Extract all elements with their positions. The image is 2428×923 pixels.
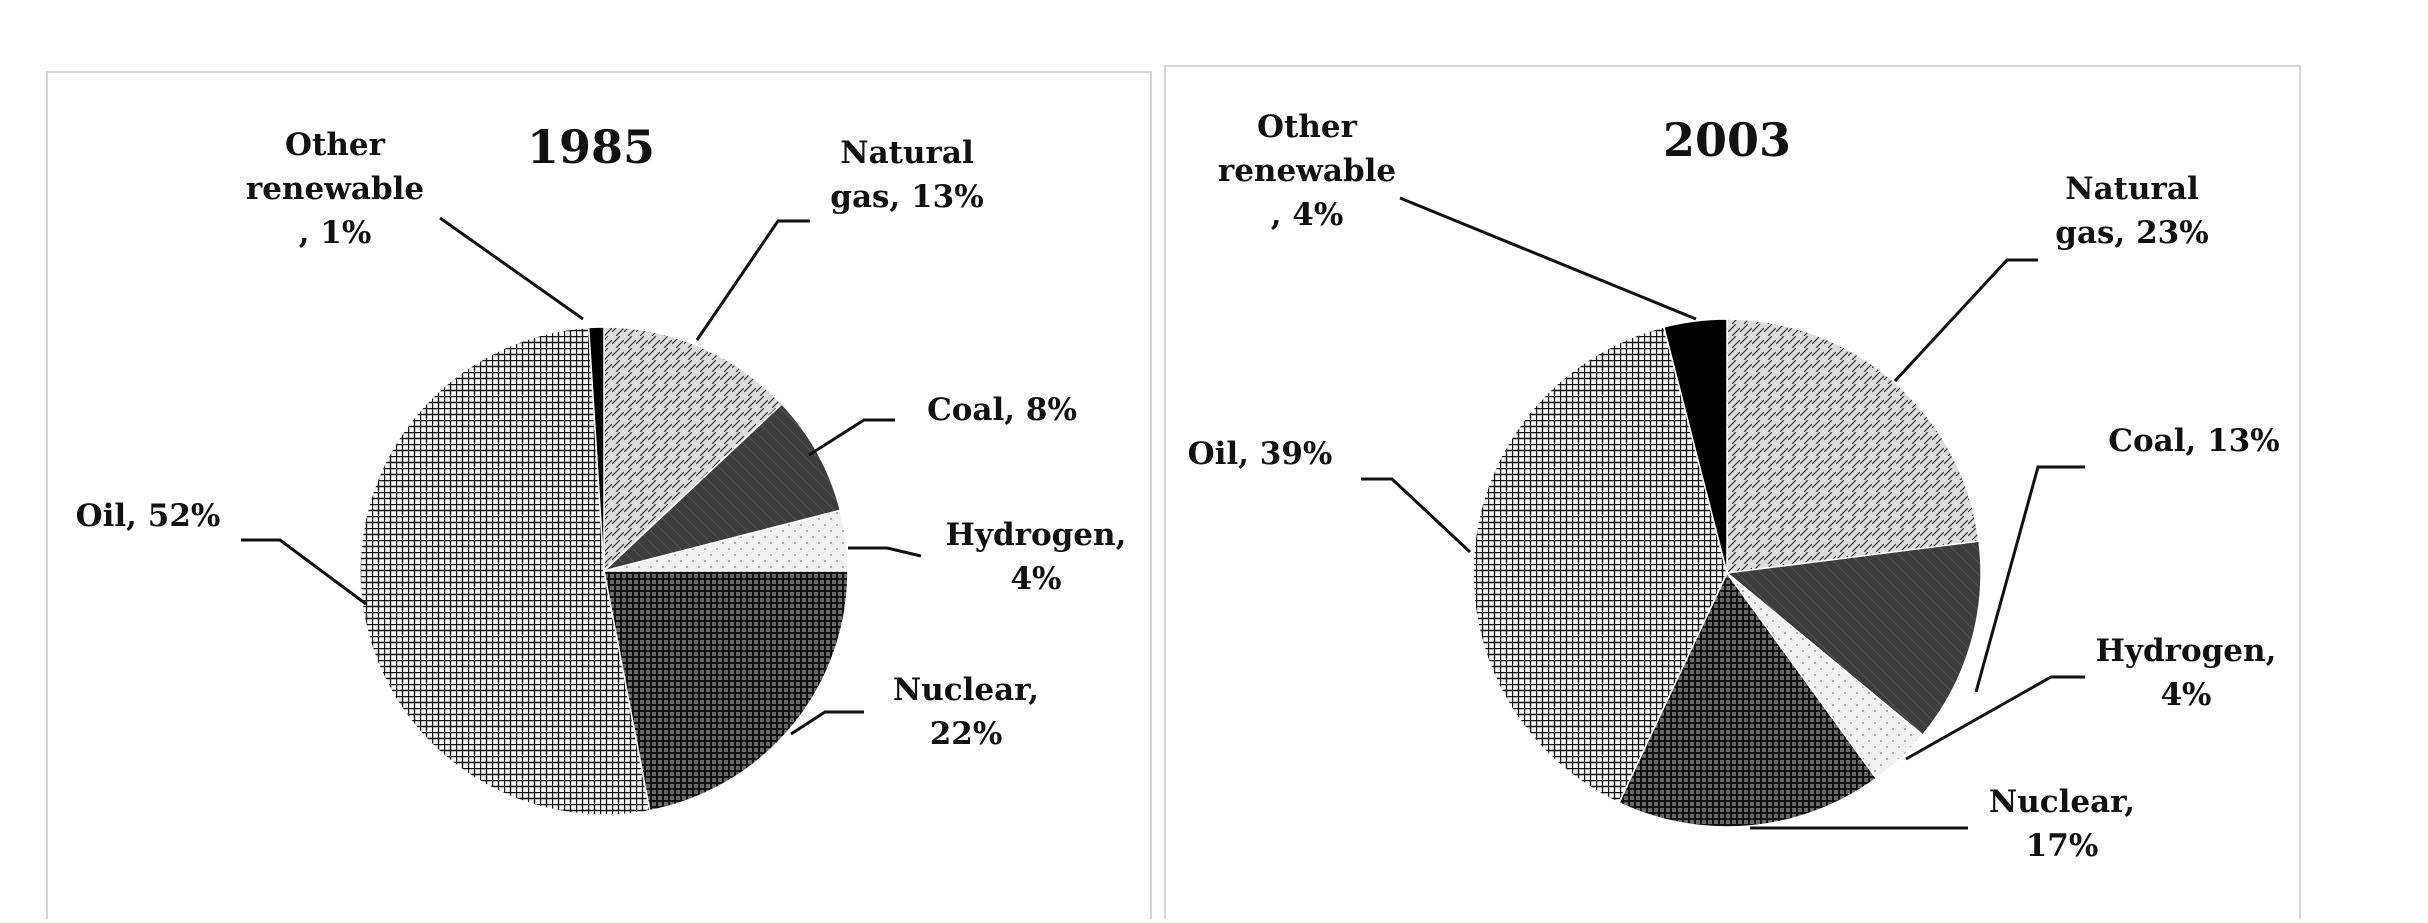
data-label: Other renewable, 1% [246, 127, 424, 251]
pie-slice [603, 402, 842, 572]
data-label: Hydrogen, 4% [2096, 633, 2277, 713]
leader-line [790, 710, 864, 736]
leader-line [1893, 258, 2038, 383]
pie-slice [1472, 326, 1728, 804]
pie-slice [1617, 571, 1878, 828]
chart-title: 1985 [527, 120, 655, 174]
data-label: Coal, 13% [2108, 423, 2279, 459]
data-label: Natural gas, 23% [2055, 171, 2208, 251]
leader-line [241, 538, 367, 606]
pie-slice [587, 326, 605, 572]
pie-slice [1725, 540, 1982, 736]
data-label: Oil, 39% [1188, 436, 1333, 472]
leader-line [695, 219, 810, 341]
pie-slice [1726, 318, 1980, 574]
data-label: Nuclear, 22% [893, 672, 1039, 752]
leader-line [1399, 196, 1697, 321]
pie-slice [603, 570, 849, 812]
leader-line [1905, 675, 2085, 761]
leader-line [1974, 465, 2085, 693]
data-label: Nuclear, 17% [1989, 784, 2135, 864]
data-label: Hydrogen, 4% [946, 517, 1127, 597]
data-label: Other renewable, 4% [1218, 109, 1396, 233]
chart-title: 2003 [1663, 113, 1791, 167]
panel-frame [46, 71, 1152, 923]
pie-chart: 2003 Natural gas, 23% Coal, 13% Hydrogen, 4% N… [1188, 109, 2280, 864]
data-label: Oil, 52% [76, 498, 221, 534]
leader-line [1361, 477, 1472, 554]
pie-slice [603, 326, 783, 573]
pie-chart: 1985 Natural gas, 13% Coal, 8% Hydrogen, 4% Nu… [76, 120, 1127, 816]
pie-slice [1662, 318, 1728, 574]
data-label: Coal, 8% [927, 392, 1077, 428]
leader-line [439, 216, 584, 321]
panel-frame [1164, 65, 2301, 923]
data-label: Natural gas, 13% [830, 135, 983, 215]
leader-line [808, 418, 895, 457]
leader-line [848, 546, 922, 558]
